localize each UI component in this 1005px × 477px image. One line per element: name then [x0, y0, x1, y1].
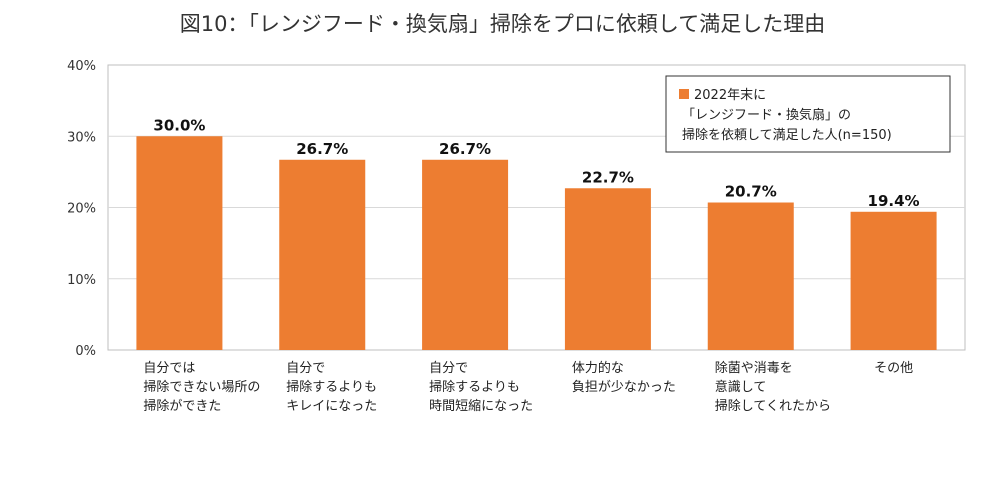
x-category-label: 掃除するよりも — [286, 379, 377, 395]
data-label: 19.4% — [868, 192, 920, 210]
bar — [564, 188, 651, 350]
data-label: 22.7% — [582, 168, 634, 186]
bar — [279, 159, 366, 350]
x-category-label: 自分で — [286, 361, 325, 376]
legend-box — [665, 75, 951, 153]
legend-swatch — [679, 89, 689, 99]
x-category-label: 意識して — [715, 379, 767, 395]
x-category-label: 除菌や消毒を — [715, 361, 793, 376]
x-category-label: 体力的な — [572, 360, 624, 376]
x-category-label: 掃除してくれたから — [715, 398, 831, 414]
y-tick-label: 10% — [67, 273, 96, 288]
x-category-label: 掃除できない場所の — [143, 379, 260, 395]
y-tick-label: 40% — [67, 59, 96, 74]
bar — [422, 159, 509, 350]
data-label: 20.7% — [725, 183, 777, 201]
y-tick-label: 0% — [75, 344, 96, 359]
bar — [850, 211, 937, 350]
data-label: 30.0% — [153, 116, 205, 134]
data-label: 26.7% — [439, 140, 491, 158]
x-category-label: 負担が少なかった — [572, 380, 676, 395]
legend-label: 掃除を依頼して満足した人(n=150) — [682, 127, 892, 143]
x-category-label: 掃除ができた — [143, 398, 221, 414]
bar — [707, 202, 794, 350]
x-category-label: キレイになった — [286, 399, 377, 414]
x-category-label: 時間短縮になった — [429, 398, 533, 414]
bar — [136, 136, 223, 350]
chart-title: 図10：「レンジフード・換気扇」掃除をプロに依頼して満足した理由 — [179, 12, 826, 36]
x-category-label: 自分では — [143, 361, 195, 376]
data-label: 26.7% — [296, 140, 348, 158]
legend-label: 「レンジフード・換気扇」の — [682, 107, 851, 123]
y-tick-label: 30% — [67, 130, 96, 145]
x-category-label: 掃除するよりも — [429, 379, 520, 395]
y-tick-label: 20% — [67, 202, 96, 217]
legend-label: 2022年末に — [694, 88, 766, 103]
x-category-label: その他 — [874, 361, 913, 376]
x-category-label: 自分で — [429, 361, 468, 376]
